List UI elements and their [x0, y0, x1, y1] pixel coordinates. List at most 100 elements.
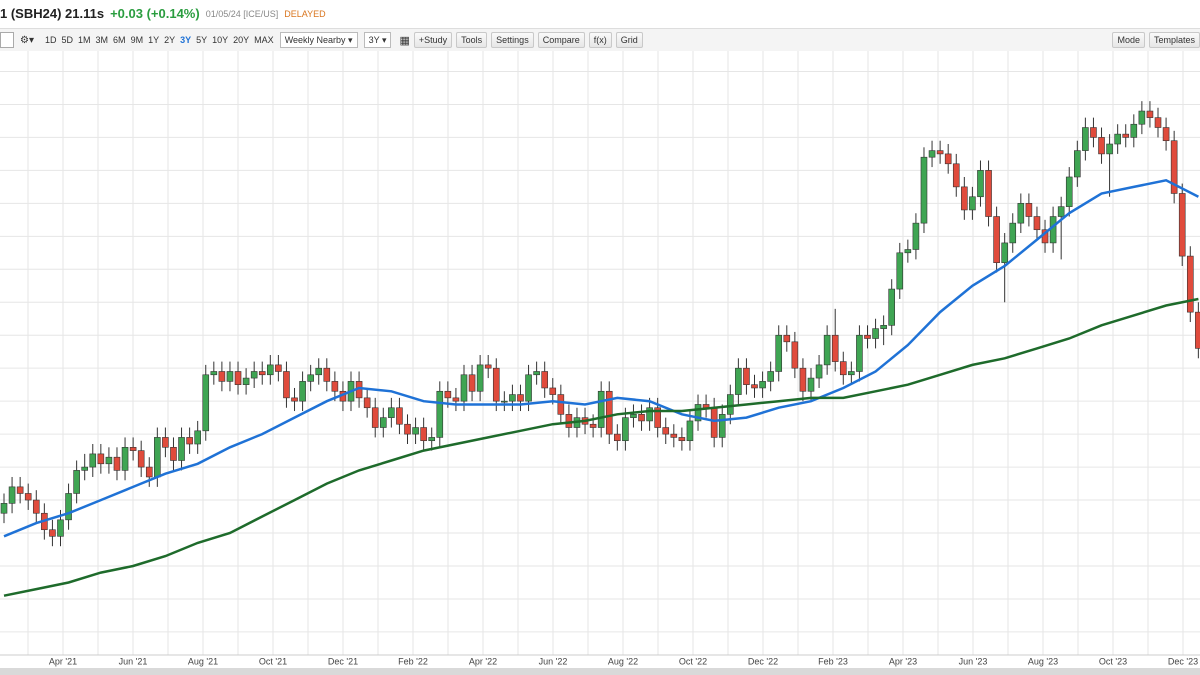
candle-body [670, 433, 678, 438]
range-button[interactable]: 1M [78, 35, 91, 45]
candle-body [791, 341, 799, 369]
range-button[interactable]: 1Y [148, 35, 160, 45]
candle-body [904, 249, 912, 254]
candle-body [65, 493, 72, 521]
candle-body [307, 374, 314, 382]
candle-body [113, 456, 121, 471]
candle-body [452, 397, 460, 402]
candle-body [605, 390, 613, 435]
candle-body [718, 414, 726, 438]
calendar-icon[interactable]: ▦ [399, 34, 410, 47]
chart: Apr '21 Jun '21 Aug '21 Oct '21 Dec '21 Feb '… [0, 51, 1200, 675]
range-button[interactable]: 5Y [196, 35, 208, 45]
candle-body [412, 427, 419, 435]
candle-body [807, 377, 815, 392]
candle-body [121, 447, 129, 471]
range-button[interactable]: MAX [254, 35, 274, 45]
tool-button[interactable]: Grid [615, 32, 643, 48]
candle-body [363, 397, 371, 409]
tool-button[interactable]: Mode [1112, 32, 1145, 48]
select[interactable]: 3Y ▾ [363, 31, 392, 48]
candle-body [1186, 255, 1194, 313]
x-tick-label: Jun '22 [539, 656, 568, 666]
tool-button[interactable]: f(x) [588, 32, 612, 48]
candle-body [977, 170, 984, 198]
candle-body [420, 427, 427, 442]
candle-body [864, 334, 871, 339]
range-button[interactable]: 6M [113, 35, 126, 45]
candle-body [848, 371, 855, 376]
candle-body [735, 367, 742, 395]
candle-body [1090, 127, 1097, 138]
tool-button[interactable]: +Study [413, 32, 453, 48]
candle-body [145, 466, 153, 478]
range-button[interactable]: 20Y [233, 35, 250, 45]
x-tick-label: Aug '21 [188, 656, 218, 666]
candle-body [896, 252, 904, 290]
candle-body [1146, 110, 1154, 118]
settings-icon[interactable]: ⚙▾ [20, 34, 34, 46]
candle-body [1033, 216, 1041, 231]
candle-body [751, 384, 758, 389]
candle-body [646, 407, 653, 422]
candle-body [993, 216, 1000, 263]
input[interactable] [0, 32, 14, 48]
candle-body [969, 196, 976, 211]
range-button[interactable]: 10Y [212, 35, 229, 45]
range-button[interactable]: 2Y [164, 35, 176, 45]
candle-body [444, 390, 452, 399]
x-tick-label: Dec '21 [328, 656, 358, 666]
range-button[interactable]: 3Y [180, 35, 192, 45]
candle-body [436, 390, 444, 438]
candle-body [73, 470, 80, 494]
candle-body [1082, 127, 1089, 151]
candle-body [379, 417, 387, 428]
candle-body [194, 430, 201, 445]
candle-body [961, 186, 968, 211]
meta: 01/05/24 [ICE/US] [205, 8, 279, 19]
candle-body [242, 377, 250, 385]
x-tick-label: Apr '22 [469, 656, 497, 666]
candle-body [210, 371, 218, 376]
candle-body [743, 367, 750, 385]
candle-body [250, 371, 258, 379]
candle-body [97, 453, 105, 465]
candle-body [24, 493, 32, 501]
candle-body [589, 423, 597, 428]
candle-body [557, 394, 565, 415]
candle-body [823, 334, 831, 366]
candle-body [49, 529, 56, 537]
candle-body [291, 397, 298, 402]
candle-body [1065, 176, 1073, 207]
candle-body [57, 519, 64, 537]
range-button[interactable]: 9M [130, 35, 144, 45]
candle-body [1114, 133, 1121, 145]
candle-body [396, 407, 403, 425]
candle-body [226, 371, 234, 382]
candle-body [710, 407, 718, 438]
tool-button[interactable]: Tools [456, 32, 488, 48]
range-button[interactable]: 3M [95, 35, 109, 45]
candle-body [815, 364, 823, 379]
candle-body [428, 437, 436, 442]
selects: Weekly Nearby ▾ 3Y ▾ [274, 31, 392, 48]
candle-body [517, 394, 524, 402]
tool-button[interactable]: Settings [491, 32, 534, 48]
tool-button[interactable]: Compare [537, 32, 585, 48]
candle-body [541, 371, 548, 389]
candle-body [275, 364, 282, 372]
candle-body [1009, 222, 1017, 244]
x-tick-label: Jun '21 [119, 656, 148, 666]
candle-body [162, 437, 169, 448]
candle-body [678, 437, 686, 442]
range-button[interactable]: 1D [44, 35, 57, 45]
candle-body [654, 407, 661, 428]
candle-body [388, 407, 395, 418]
select[interactable]: Weekly Nearby ▾ [279, 31, 358, 48]
candle-body [460, 374, 468, 402]
tool-button[interactable]: Templates [1148, 32, 1200, 48]
range-button[interactable]: 5D [61, 35, 74, 45]
candle-body [299, 381, 306, 402]
x-tick-label: Oct '21 [259, 656, 287, 666]
candle-body [170, 447, 177, 461]
